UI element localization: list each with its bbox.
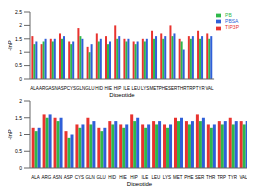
svg-text:CYS: CYS: [67, 86, 76, 91]
svg-text:ILE: ILE: [123, 86, 130, 91]
svg-text:GLU: GLU: [97, 175, 106, 180]
svg-text:HIP: HIP: [114, 86, 122, 91]
svg-text:LYS: LYS: [141, 86, 149, 91]
svg-text:1: 1: [19, 131, 22, 137]
svg-text:0: 0: [19, 76, 22, 82]
svg-text:LEU: LEU: [152, 175, 161, 180]
svg-text:ASP: ASP: [58, 86, 67, 91]
svg-text:LEU: LEU: [131, 86, 140, 91]
svg-text:HIP: HIP: [130, 175, 138, 180]
html-text:PB: PB: [225, 12, 232, 18]
svg-text:1.5: 1.5: [15, 115, 22, 121]
svg-text:ASN: ASN: [53, 175, 62, 180]
svg-text:MET: MET: [150, 86, 160, 91]
svg-text:2: 2: [19, 98, 22, 104]
svg-text:GLN: GLN: [86, 175, 95, 180]
svg-text:ALA: ALA: [31, 175, 40, 180]
html-text:SER THR: SER THR: [168, 86, 187, 92]
svg-text:LYS: LYS: [163, 175, 171, 180]
svg-text:2.5: 2.5: [15, 9, 22, 15]
svg-text:HID: HID: [95, 86, 104, 91]
svg-text:-lnP: -lnP: [8, 129, 13, 140]
html-text:PBSA: PBSA: [225, 18, 239, 25]
svg-text:Dipeptide: Dipeptide: [109, 92, 135, 97]
svg-text:HID: HID: [108, 175, 117, 180]
svg-text:HIE: HIE: [104, 86, 112, 91]
svg-text:1.5: 1.5: [15, 36, 22, 42]
svg-text:ASP: ASP: [64, 175, 73, 180]
svg-text:VAL: VAL: [239, 175, 247, 180]
svg-text:ASN: ASN: [48, 86, 57, 91]
svg-text:ALA: ALA: [30, 86, 39, 91]
svg-text:0.5: 0.5: [15, 148, 22, 154]
svg-text:CYS: CYS: [75, 175, 84, 180]
svg-text:0: 0: [19, 165, 22, 171]
svg-text:TRP: TRP: [187, 86, 196, 91]
svg-text:2: 2: [19, 22, 22, 28]
svg-text:MET: MET: [173, 175, 183, 180]
html-text:TIP3P: TIP3P: [225, 24, 239, 31]
svg-text:ARG: ARG: [38, 86, 49, 92]
svg-text:-lnP: -lnP: [8, 40, 13, 51]
svg-text:TYR: TYR: [228, 175, 238, 180]
svg-text:GLN: GLN: [76, 86, 85, 91]
svg-text:ARG: ARG: [42, 175, 52, 180]
svg-text:SER: SER: [195, 175, 205, 180]
svg-text:HIE: HIE: [119, 175, 127, 180]
svg-text:1: 1: [19, 49, 22, 55]
svg-text:TYR: TYR: [196, 86, 206, 91]
svg-text:TRP: TRP: [217, 175, 226, 180]
svg-text:PHE: PHE: [159, 86, 168, 91]
svg-text:ILE: ILE: [142, 175, 149, 180]
svg-text:GLU: GLU: [85, 86, 94, 91]
svg-text:0.5: 0.5: [15, 62, 22, 68]
svg-text:VAL: VAL: [205, 86, 214, 91]
svg-text:PHE: PHE: [184, 175, 193, 180]
svg-text:Dipeptide: Dipeptide: [127, 181, 153, 186]
svg-text:THR: THR: [206, 175, 216, 180]
